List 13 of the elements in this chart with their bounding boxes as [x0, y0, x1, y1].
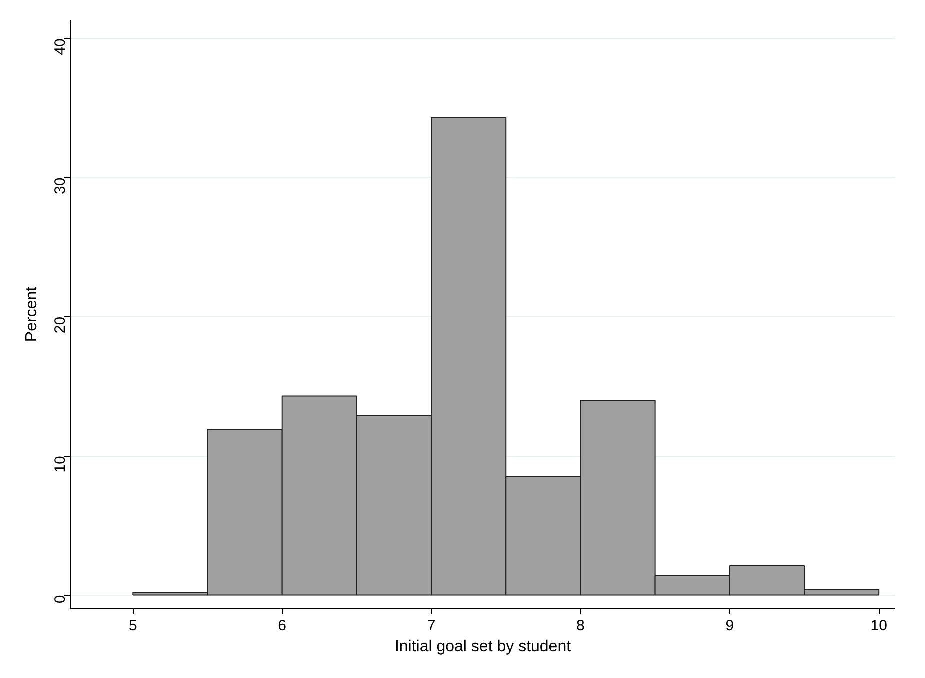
x-tick-label: 6 [278, 618, 287, 634]
y-tick-label: 30 [52, 178, 69, 194]
x-tick-label: 5 [128, 618, 138, 634]
y-tick-label: 0 [52, 595, 69, 604]
y-tick-label: 20 [52, 316, 69, 334]
x-axis-title: Initial goal set by student [394, 638, 572, 656]
x-tick-label: 10 [870, 618, 888, 634]
x-tick-label: 7 [427, 618, 436, 634]
x-tick-label: 9 [726, 618, 734, 634]
x-tick-label: 8 [576, 618, 585, 634]
y-tick-label: 10 [52, 456, 69, 473]
y-tick-label: 40 [52, 38, 69, 56]
y-axis-title: Percent [24, 286, 40, 342]
